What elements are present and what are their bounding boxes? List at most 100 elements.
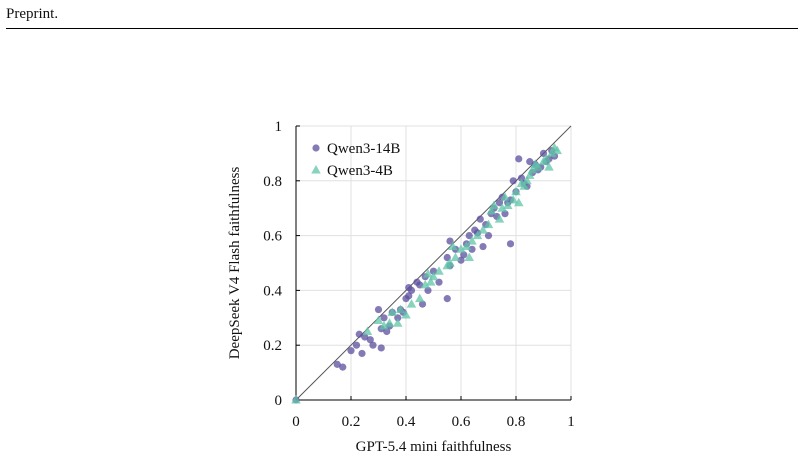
data-point-triangle — [500, 192, 510, 201]
data-point-triangle — [379, 321, 389, 330]
data-point-circle — [355, 330, 363, 338]
data-point-circle — [358, 349, 366, 358]
data-point-triangle — [552, 145, 562, 155]
page-header: Preprint. — [6, 4, 798, 29]
data-point-triangle — [423, 268, 433, 278]
data-point-circle — [443, 253, 451, 262]
data-point-circle — [374, 305, 383, 314]
data-point-triangle — [426, 277, 436, 286]
data-point-circle — [509, 177, 517, 185]
y-axis-title: DeepSeek V4 Flash faithfulness — [227, 167, 243, 360]
data-point-triangle — [464, 252, 474, 262]
legend-label: Qwen3-14B — [327, 141, 400, 157]
data-point-triangle — [445, 258, 455, 267]
data-point-circle — [333, 360, 341, 368]
legend: Qwen3-14B Qwen3-4B — [311, 141, 400, 179]
data-point-triangle — [456, 244, 466, 253]
diagonal-reference-line — [295, 125, 572, 401]
data-point-circle — [394, 314, 402, 322]
data-point-triangle — [483, 219, 494, 229]
data-point-triangle — [497, 203, 507, 212]
data-point-triangle — [401, 310, 411, 319]
x-tick-label: 0.2 — [342, 414, 361, 430]
data-point-triangle — [511, 186, 521, 196]
data-point-circle — [495, 199, 504, 207]
y-tick-label: 0 — [275, 393, 283, 409]
data-point-circle — [405, 292, 413, 300]
data-point-circle — [468, 245, 476, 253]
data-point-triangle — [450, 252, 461, 262]
data-point-triangle — [395, 304, 406, 314]
data-point-triangle — [522, 175, 532, 185]
y-tick-label: 0.4 — [263, 283, 282, 299]
data-point-triangle — [428, 271, 439, 281]
x-tick-label: 1 — [567, 414, 575, 430]
running-head: Preprint. — [6, 6, 59, 22]
data-point-triangle — [525, 170, 535, 179]
data-point-triangle — [362, 326, 373, 335]
data-point-triangle — [387, 307, 397, 316]
legend-circle-marker — [312, 144, 320, 152]
data-point-circle — [361, 333, 369, 341]
data-point-triangle — [519, 181, 529, 190]
data-point-triangle — [478, 225, 488, 234]
data-point-triangle — [393, 318, 403, 327]
data-point-circle — [366, 336, 374, 344]
data-point-triangle — [415, 293, 425, 303]
series-1 — [291, 142, 562, 404]
data-point-triangle — [533, 162, 543, 171]
data-point-circle — [339, 363, 347, 371]
data-point-triangle — [541, 153, 551, 163]
data-point-circle — [377, 344, 385, 352]
data-point-triangle — [291, 395, 301, 404]
data-point-circle — [479, 242, 487, 251]
data-point-circle — [446, 237, 454, 245]
data-point-triangle — [503, 200, 513, 209]
data-point-circle — [501, 210, 509, 218]
data-point-triangle — [406, 299, 417, 308]
data-point-triangle — [467, 236, 477, 245]
y-tick-label: 1 — [275, 119, 283, 135]
data-point-circle — [347, 347, 355, 355]
data-point-circle — [424, 286, 432, 294]
data-point-circle — [407, 286, 416, 294]
data-point-triangle — [544, 162, 554, 171]
data-point-triangle — [527, 164, 538, 174]
data-point-circle — [435, 278, 443, 286]
y-tick-label: 0.2 — [263, 338, 282, 354]
data-point-triangle — [486, 205, 496, 215]
data-point-circle — [380, 314, 388, 322]
data-point-triangle — [461, 241, 472, 251]
y-tick-label: 0.6 — [263, 229, 282, 245]
data-point-circle — [539, 149, 548, 157]
data-point-circle — [517, 174, 526, 182]
data-point-circle — [369, 341, 377, 349]
x-tick-label: 0.4 — [397, 414, 416, 430]
data-point-circle — [506, 240, 515, 248]
data-point-circle — [484, 232, 493, 240]
data-point-circle — [352, 341, 361, 349]
data-point-circle — [457, 256, 465, 264]
data-point-circle — [460, 251, 468, 259]
data-point-circle — [526, 158, 534, 166]
data-point-triangle — [384, 318, 395, 327]
data-point-circle — [443, 295, 451, 303]
data-point-circle — [383, 327, 391, 336]
data-point-triangle — [489, 200, 499, 209]
data-point-triangle — [514, 197, 524, 207]
data-point-triangle — [420, 279, 430, 289]
x-tick-label: 0 — [292, 414, 300, 430]
data-point-triangle — [373, 315, 384, 325]
data-point-triangle — [434, 266, 444, 275]
data-point-circle — [418, 300, 427, 308]
x-axis-title: GPT-5.4 mini faithfulness — [356, 439, 512, 455]
x-tick-label: 0.6 — [452, 414, 471, 430]
legend-label: Qwen3-4B — [327, 163, 393, 179]
data-point-circle — [515, 155, 523, 163]
legend-triangle-marker — [311, 165, 321, 174]
y-tick-label: 0.8 — [263, 174, 282, 190]
data-point-circle — [465, 232, 473, 240]
x-tick-label: 0.8 — [507, 414, 526, 430]
data-point-triangle — [547, 148, 557, 157]
